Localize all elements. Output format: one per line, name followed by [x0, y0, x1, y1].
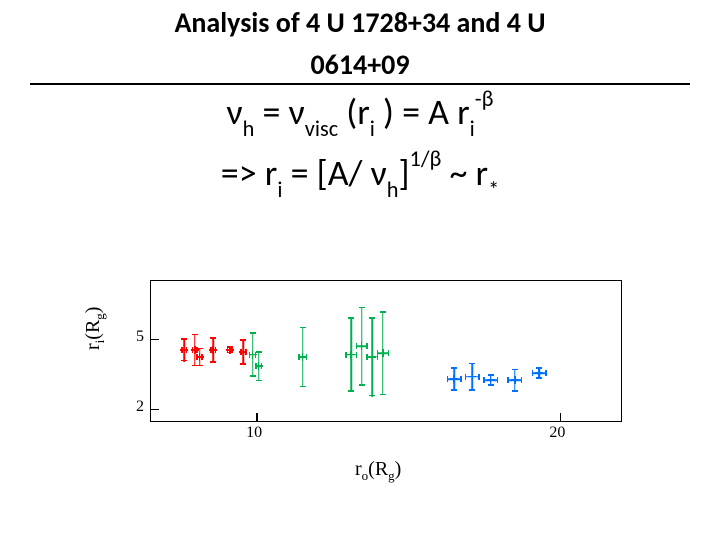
x-tick: [256, 413, 258, 421]
chart-ri-vs-ro: ri(Rg) ro(Rg) 102025: [90, 280, 630, 500]
y-tick-label: 2: [124, 398, 144, 416]
plot-area: [150, 280, 622, 422]
y-axis-label: ri(Rg): [82, 307, 108, 350]
equation-line-2: => ri = [A/ νh]1/β ~ r*: [0, 152, 720, 199]
slide-title-line1: Analysis of 4 U 1728+34 and 4 U: [30, 0, 690, 42]
x-tick-label: 20: [549, 424, 565, 442]
equation-line-1: νh = νvisc (ri ) = A ri-β: [0, 91, 720, 138]
x-axis-label: ro(Rg): [355, 458, 401, 484]
y-tick: [151, 339, 159, 341]
x-tick-label: 10: [246, 424, 262, 442]
y-tick-label: 5: [124, 328, 144, 346]
x-tick: [560, 413, 562, 421]
slide-title-line2: 0614+09: [30, 42, 690, 84]
y-tick: [151, 409, 159, 411]
